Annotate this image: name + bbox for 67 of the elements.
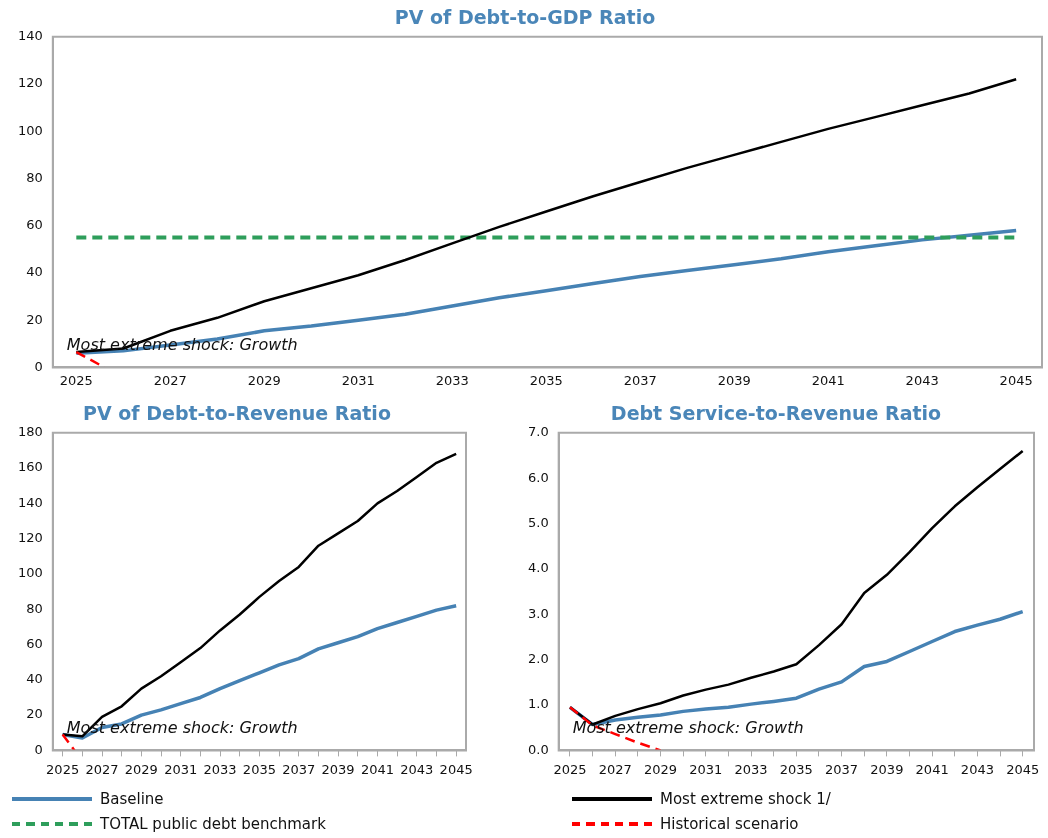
- x-tick-label: 2043: [960, 761, 994, 777]
- x-tick-label: 2031: [341, 372, 375, 388]
- y-tick-label: 60: [26, 635, 43, 651]
- y-tick-label: 120: [17, 75, 43, 91]
- x-tick-label: 2027: [85, 761, 119, 777]
- x-tick-label: 2033: [435, 372, 469, 388]
- y-tick-label: 5.0: [527, 514, 549, 530]
- x-tick-label: 2037: [825, 761, 859, 777]
- x-tick-label: 2041: [811, 372, 845, 388]
- y-tick-label: 7.0: [527, 424, 549, 440]
- x-tick-label: 2035: [242, 761, 276, 777]
- y-tick-label: 4.0: [527, 560, 549, 576]
- x-tick-label: 2029: [643, 761, 678, 777]
- x-tick-label: 2031: [689, 761, 723, 777]
- x-tick-label: 2045: [439, 761, 473, 777]
- x-tick-label: 2043: [400, 761, 434, 777]
- x-tick-label: 2045: [1006, 761, 1040, 777]
- y-tick-label: 140: [17, 28, 43, 44]
- x-tick-label: 2035: [779, 761, 813, 777]
- y-tick-label: 0.0: [527, 741, 549, 757]
- x-tick-label: 2039: [870, 761, 904, 777]
- x-tick-label: 2025: [553, 761, 587, 777]
- x-tick-label: 2043: [905, 372, 939, 388]
- y-tick-label: 6.0: [527, 469, 549, 485]
- x-tick-label: 2025: [46, 761, 80, 777]
- chart-title: PV of Debt-to-GDP Ratio: [394, 6, 656, 29]
- x-tick-label: 2027: [153, 372, 187, 388]
- x-tick-label: 2039: [717, 372, 751, 388]
- x-tick-label: 2027: [598, 761, 632, 777]
- y-tick-label: 180: [17, 424, 43, 440]
- x-tick-label: 2029: [124, 761, 158, 777]
- chart-title: PV of Debt-to-Revenue Ratio: [83, 402, 391, 425]
- x-tick-label: 2033: [203, 761, 237, 777]
- y-tick-label: 40: [26, 264, 43, 280]
- y-tick-label: 80: [26, 600, 43, 616]
- legend-label: Historical scenario: [660, 814, 799, 833]
- annotation: Most extreme shock: Growth: [572, 717, 804, 737]
- legend-label: Most extreme shock 1/: [660, 789, 831, 808]
- x-tick-label: 2031: [164, 761, 198, 777]
- y-tick-label: 2.0: [527, 651, 549, 667]
- y-tick-label: 20: [26, 706, 43, 722]
- x-tick-label: 2039: [321, 761, 355, 777]
- x-tick-label: 2025: [59, 372, 93, 388]
- y-tick-label: 40: [26, 671, 43, 687]
- y-tick-label: 160: [17, 459, 43, 475]
- y-tick-label: 80: [26, 169, 43, 185]
- y-tick-label: 100: [17, 122, 43, 138]
- x-tick-label: 2041: [360, 761, 395, 777]
- chart-title: Debt Service-to-Revenue Ratio: [610, 402, 942, 425]
- y-tick-label: 100: [17, 565, 43, 581]
- y-tick-label: 1.0: [527, 696, 549, 712]
- x-tick-label: 2029: [247, 372, 281, 388]
- legend-label: Baseline: [100, 789, 164, 808]
- legend-label: TOTAL public debt benchmark: [100, 814, 326, 833]
- x-tick-label: 2035: [529, 372, 563, 388]
- y-tick-label: 60: [26, 217, 43, 233]
- x-tick-label: 2045: [999, 372, 1033, 388]
- x-tick-label: 2037: [282, 761, 316, 777]
- y-tick-label: 120: [17, 530, 43, 546]
- x-tick-label: 2041: [915, 761, 949, 777]
- x-tick-label: 2037: [623, 372, 657, 388]
- y-tick-label: 0: [34, 741, 43, 757]
- y-tick-label: 140: [17, 494, 43, 510]
- y-tick-label: 3.0: [527, 605, 549, 621]
- y-tick-label: 20: [26, 311, 43, 327]
- y-tick-label: 0: [34, 358, 43, 374]
- x-tick-label: 2033: [734, 761, 768, 777]
